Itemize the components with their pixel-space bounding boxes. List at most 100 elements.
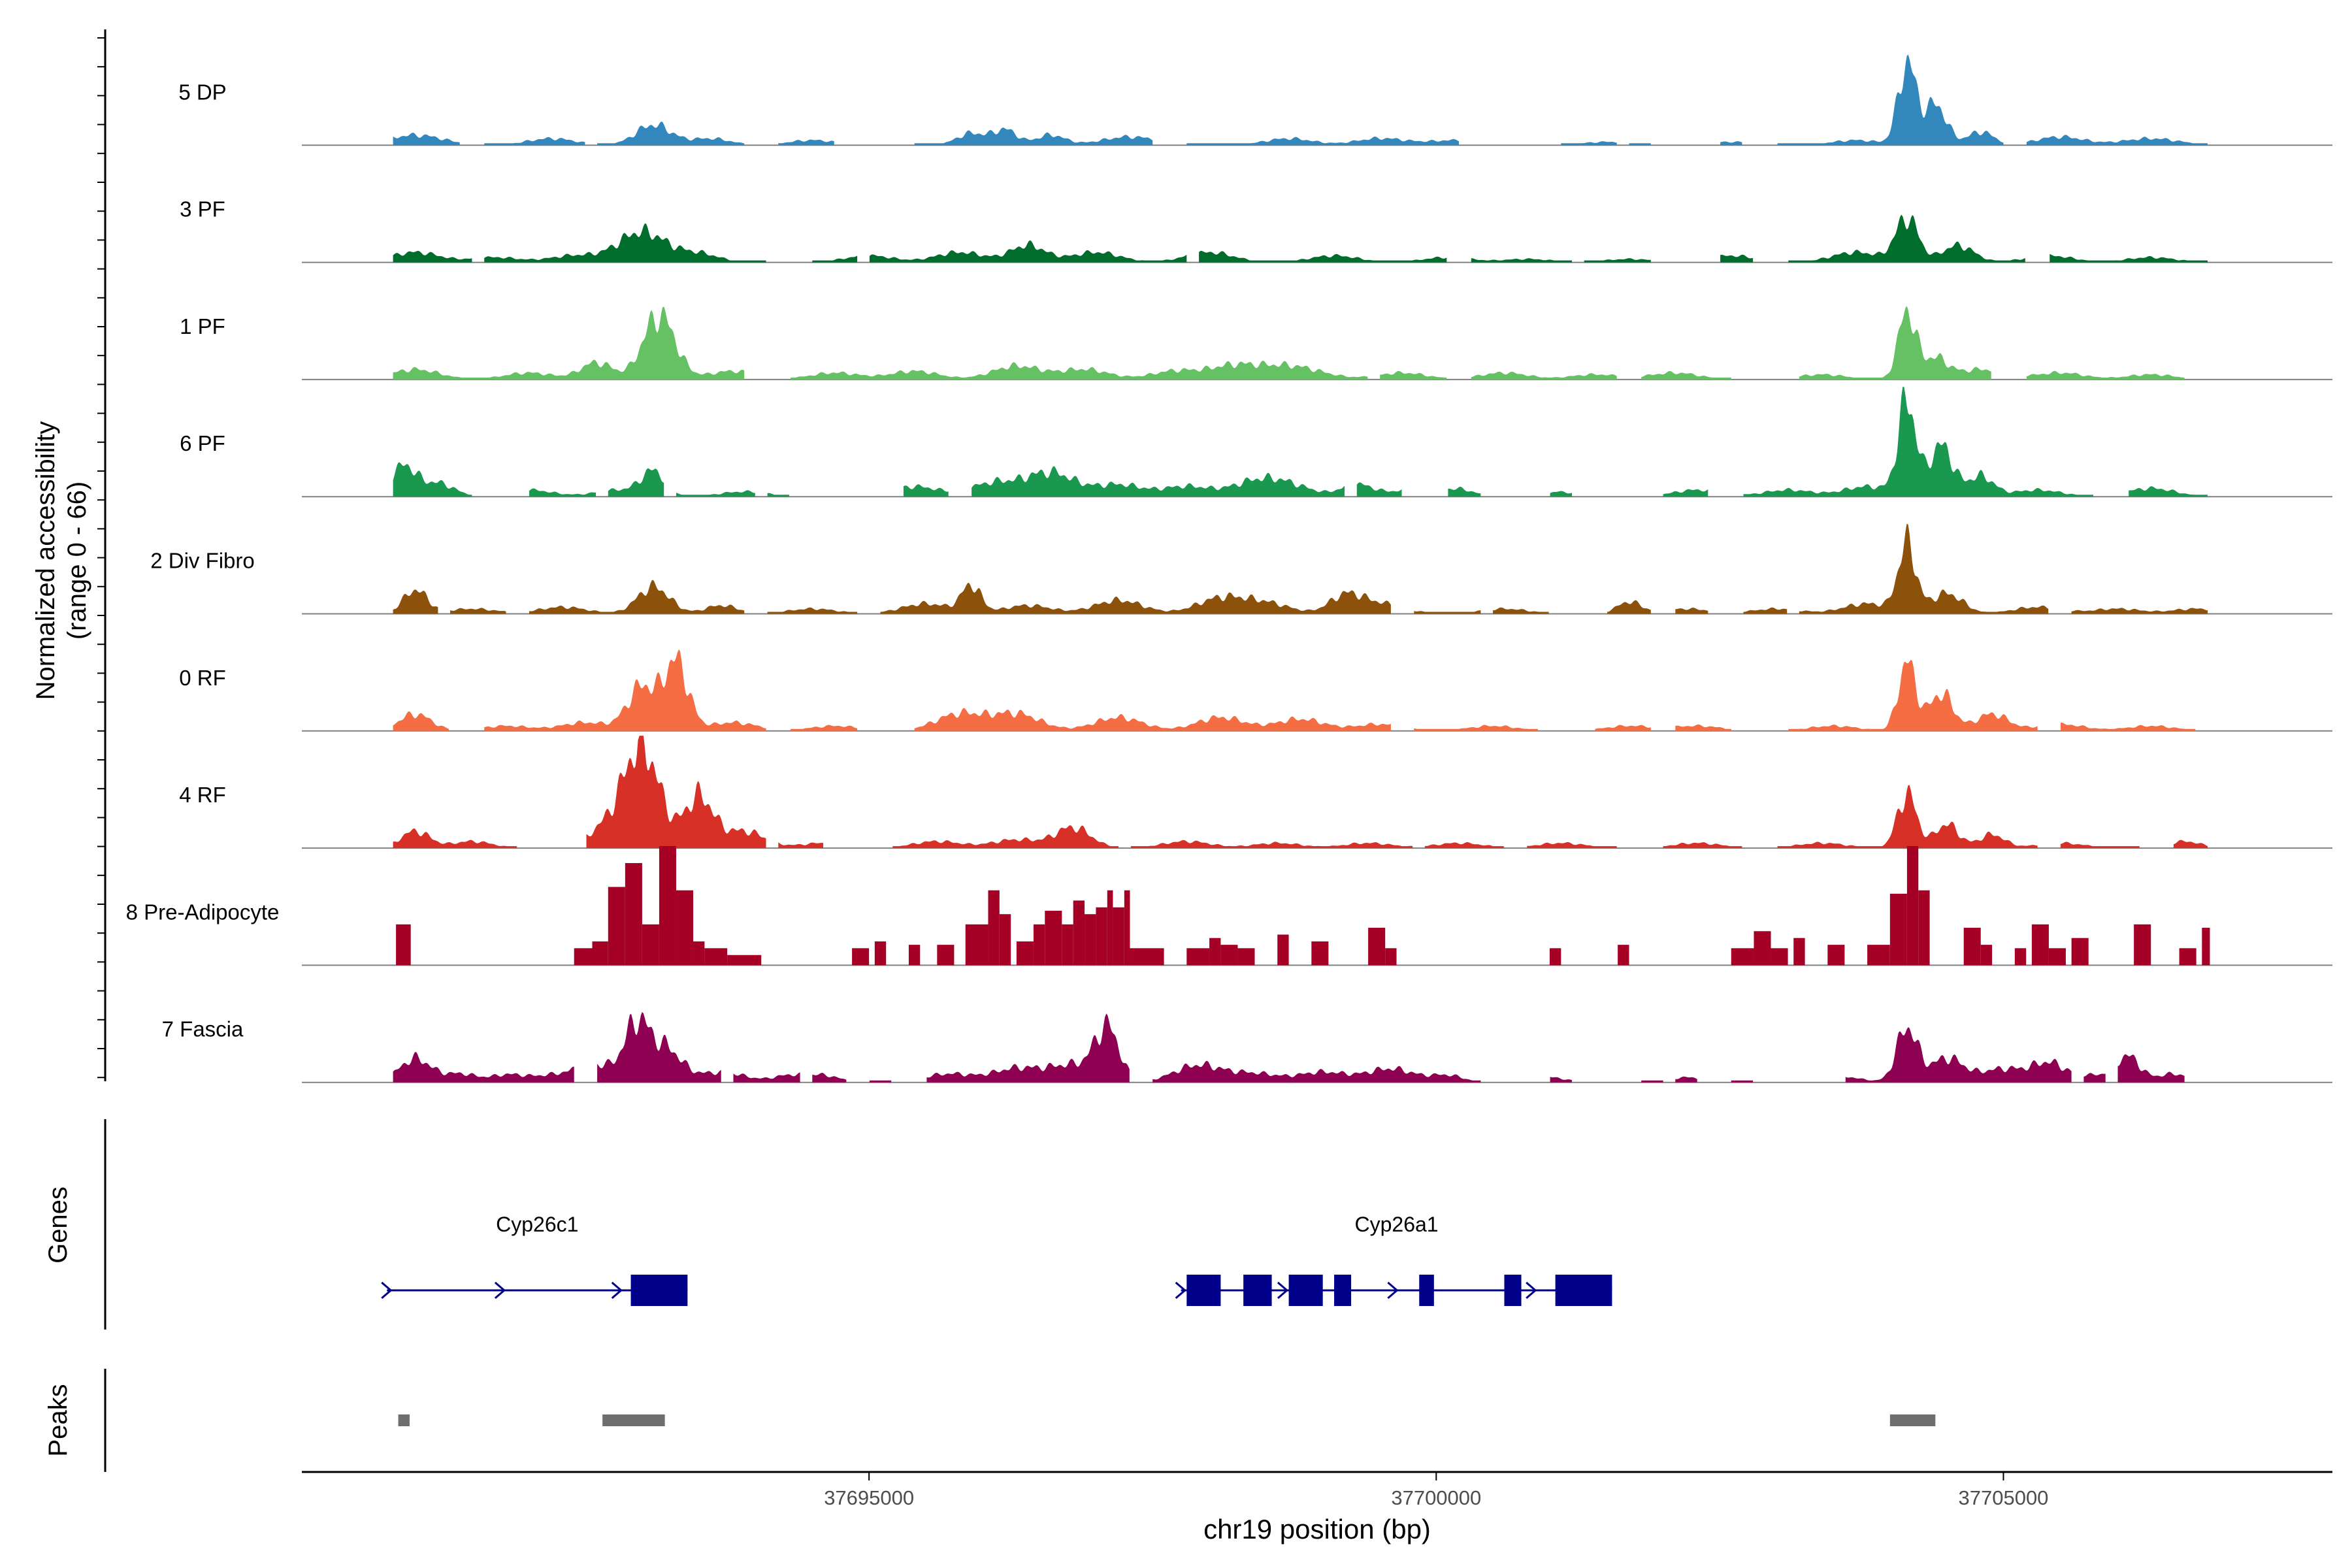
- coverage-bin: [1130, 948, 1164, 966]
- track-label: 7 Fascia: [162, 1017, 244, 1041]
- coverage-bin: [2014, 948, 2027, 966]
- x-tick-label: 37695000: [824, 1486, 914, 1509]
- coverage-tracks: 5 DP 3 PF 1 PF 6 PF 2 Div Fibro 0 RF 4 RF 8 Pre…: [126, 54, 2332, 1083]
- coverage-bin: [1277, 934, 1289, 966]
- coverage-bin: [2179, 948, 2197, 966]
- coverage-bin: [1016, 941, 1034, 966]
- coverage-bin: [727, 955, 762, 966]
- coverage-bin: [1754, 931, 1771, 966]
- gene-exon: [1186, 1275, 1221, 1306]
- coverage-bin: [999, 914, 1011, 966]
- coverage-bin: [2071, 938, 2089, 966]
- peak-region: [1889, 1414, 1936, 1426]
- track-label: 4 RF: [179, 783, 226, 807]
- coverage-bin: [852, 948, 870, 966]
- coverage-bin: [1793, 938, 1805, 966]
- coverage-bin: [1113, 907, 1124, 966]
- coverage-bin: [704, 948, 728, 966]
- coverage-bin: [608, 887, 625, 966]
- track-label: 2 Div Fibro: [150, 549, 255, 573]
- track-0-rf: 0 RF: [179, 649, 2332, 732]
- coverage-bin: [676, 890, 694, 966]
- strand-arrow: [1526, 1281, 1537, 1299]
- strand-arrow: [1175, 1281, 1186, 1299]
- coverage-bin: [1033, 924, 1045, 966]
- coverage-bin: [1867, 945, 1890, 966]
- track-8-pre-adipocyte: 8 Pre-Adipocyte: [126, 845, 2332, 966]
- x-axis-ticks: 37695000 37700000 37705000: [824, 1472, 2048, 1509]
- coverage-bin: [396, 924, 411, 966]
- track-2-div-fibro: 2 Div Fibro: [150, 523, 2332, 615]
- coverage-bin: [1963, 928, 1981, 966]
- peak-regions: [398, 1414, 1936, 1426]
- peaks-axis-label: Peaks: [44, 1384, 73, 1456]
- coverage-bin: [1906, 845, 1919, 966]
- coverage-area: [393, 1012, 2185, 1083]
- coverage-bin: [1918, 890, 1930, 966]
- gene-annotations: Cyp26c1 Cyp26a1: [381, 1213, 1612, 1306]
- coverage-bin: [2048, 948, 2066, 966]
- coverage-bin: [1385, 948, 1397, 966]
- gene-exon: [630, 1275, 688, 1306]
- strand-arrow: [381, 1281, 393, 1299]
- gene-label: Cyp26c1: [496, 1213, 578, 1236]
- coverage-bin: [1124, 890, 1130, 966]
- coverage-bin: [965, 924, 988, 966]
- coverage-bin: [1980, 945, 1993, 966]
- strand-arrow: [611, 1281, 623, 1299]
- x-axis-label: chr19 position (bp): [1203, 1514, 1431, 1544]
- coverage-bin: [2031, 924, 2049, 966]
- x-tick-label: 37700000: [1391, 1486, 1481, 1509]
- coverage-bin: [1085, 914, 1096, 966]
- coverage-bin: [1368, 928, 1386, 966]
- coverage-bin: [1220, 945, 1238, 966]
- coverage-bin: [642, 924, 659, 966]
- coverage-bin: [1209, 938, 1221, 966]
- coverage-bin: [1062, 924, 1073, 966]
- coverage-bin: [1731, 948, 1754, 966]
- coverage-bin: [1073, 900, 1085, 966]
- gene-label: Cyp26a1: [1354, 1213, 1438, 1236]
- strand-arrow: [1277, 1281, 1289, 1299]
- coverage-y-ticks: [97, 37, 105, 1079]
- coverage-bin: [1186, 948, 1210, 966]
- track-5-dp: 5 DP: [178, 54, 2332, 146]
- coverage-bin: [1771, 948, 1788, 966]
- coverage-bin: [1618, 945, 1629, 966]
- track-1-pf: 1 PF: [180, 306, 2332, 380]
- track-label: 8 Pre-Adipocyte: [126, 900, 280, 924]
- coverage-bin: [874, 941, 887, 966]
- genes-axis-label: Genes: [44, 1186, 73, 1264]
- peak-region: [602, 1414, 665, 1426]
- track-label: 0 RF: [179, 666, 226, 690]
- coverage-bin: [937, 945, 955, 966]
- gene-exon: [1243, 1275, 1272, 1306]
- gene-cyp26c1: Cyp26c1: [381, 1213, 688, 1306]
- coverage-bin: [574, 948, 593, 966]
- gene-exon: [1288, 1275, 1323, 1306]
- coverage-bin: [659, 845, 676, 966]
- coverage-area: [393, 306, 2185, 380]
- coverage-bin: [1311, 941, 1329, 966]
- coverage-area: [393, 214, 2208, 263]
- strand-arrow: [1387, 1281, 1399, 1299]
- gene-exon: [1504, 1275, 1522, 1306]
- coverage-bin: [2202, 928, 2210, 966]
- coverage-bin: [1096, 907, 1107, 966]
- coverage-bin: [988, 890, 1000, 966]
- track-4-rf: 4 RF: [179, 736, 2332, 849]
- coverage-bin: [1827, 945, 1845, 966]
- coverage-ylabel-line2: (range 0 - 66): [63, 482, 91, 640]
- track-7-fascia: 7 Fascia: [162, 1012, 2332, 1083]
- track-label: 3 PF: [180, 197, 225, 221]
- coverage-bin: [1107, 890, 1113, 966]
- coverage-ylabel-line1: Normalized accessibility: [31, 421, 60, 700]
- gene-exon: [1419, 1275, 1434, 1306]
- coverage-bin: [693, 941, 705, 966]
- track-label: 1 PF: [180, 314, 225, 338]
- strand-arrow: [494, 1281, 506, 1299]
- x-tick-label: 37705000: [1959, 1486, 2049, 1509]
- coverage-bin: [1045, 911, 1062, 966]
